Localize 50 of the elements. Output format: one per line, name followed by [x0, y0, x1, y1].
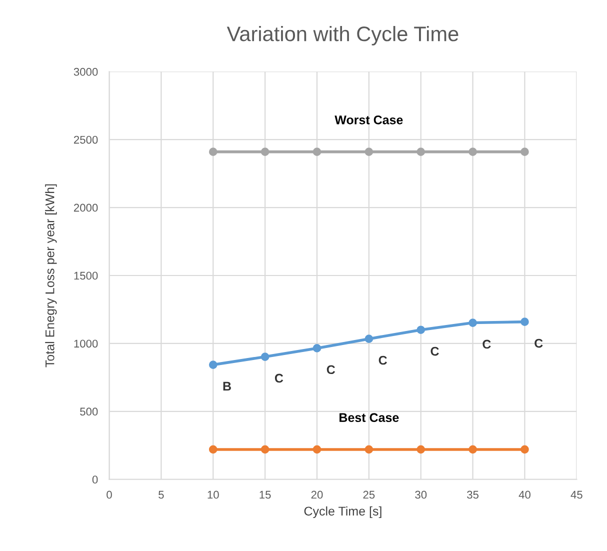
y-tick-label: 1500 — [74, 272, 98, 280]
y-tick-label: 1000 — [74, 340, 98, 348]
annotation: C — [430, 346, 439, 356]
annotation: C — [274, 374, 284, 383]
x-tick-label: 35 — [467, 490, 478, 499]
point — [260, 148, 270, 156]
x-tick-label: 40 — [518, 490, 530, 499]
x-tick-label: 10 — [208, 490, 219, 499]
annotation: C — [378, 356, 387, 365]
y-tick-label: 3000 — [74, 68, 98, 76]
annotation: Best Case — [340, 413, 399, 422]
point — [416, 326, 426, 334]
annotation: C — [326, 365, 336, 374]
annotation: C — [534, 338, 543, 348]
x-tick-label: 20 — [311, 490, 323, 499]
x-axis-title: Cycle Time [s] — [304, 506, 382, 518]
point — [364, 334, 374, 344]
point — [208, 148, 218, 156]
point — [312, 344, 322, 352]
x-tick-label: 15 — [260, 490, 271, 499]
y-tick-label: 0 — [92, 476, 98, 484]
x-tick-label: 25 — [363, 490, 375, 499]
point — [260, 352, 270, 361]
point — [416, 148, 426, 156]
point — [312, 445, 322, 454]
point — [520, 445, 529, 454]
y-tick-label: 500 — [80, 408, 98, 416]
point — [208, 360, 218, 369]
annotation: C — [482, 340, 491, 349]
point — [416, 445, 426, 454]
chart-title: Variation with Cycle Time — [226, 26, 458, 46]
annotation: B — [223, 382, 231, 391]
point — [468, 445, 477, 454]
point — [208, 445, 218, 454]
annotation: Worst Case — [334, 115, 403, 124]
y-tick-label: 2500 — [74, 136, 98, 144]
y-axis-title: Total Enegry Loss per year [kWh] — [45, 184, 57, 368]
point — [260, 445, 270, 454]
x-tick-label: 30 — [415, 490, 427, 499]
x-tick-label: 5 — [158, 490, 164, 499]
point — [364, 445, 374, 454]
point — [468, 318, 477, 327]
x-tick-label: 45 — [570, 490, 582, 499]
point — [364, 148, 374, 156]
point — [520, 318, 529, 326]
point — [520, 148, 529, 156]
point — [312, 148, 322, 156]
x-tick-label: 0 — [106, 490, 112, 499]
point — [468, 148, 477, 156]
y-tick-label: 2000 — [74, 204, 98, 212]
